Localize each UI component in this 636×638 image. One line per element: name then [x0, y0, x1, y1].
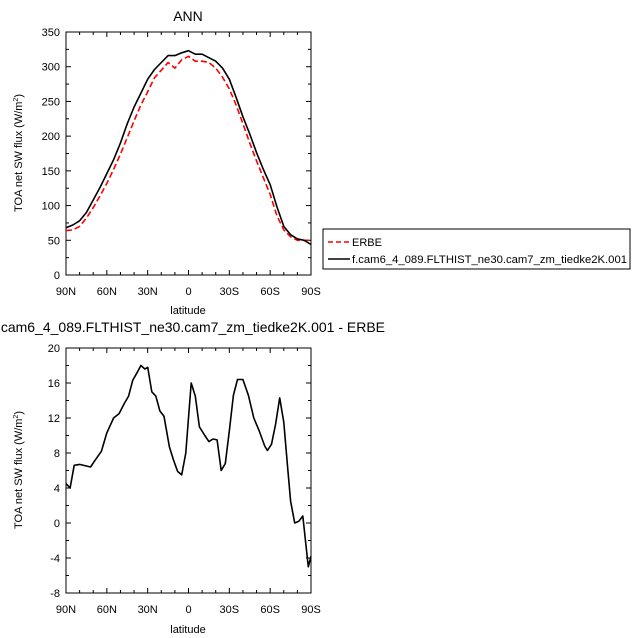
bottom-y-axis-label-main: TOA net SW flux (W/m: [13, 419, 25, 529]
top-x-tick-label: 30N: [138, 286, 158, 298]
bottom-panel: f.cam6_4_089.FLTHIST_ne30.cam7_zm_tiedke…: [0, 319, 385, 636]
bottom-x-ticks: 90N 60N 30N 0 30S 60S 90S: [56, 348, 321, 616]
top-plot-frame: [65, 31, 312, 276]
top-y-tick-label: 200: [42, 131, 60, 143]
bottom-y-axis-label-sup: 2: [13, 415, 20, 419]
bottom-y-axis-label-end: ): [13, 411, 25, 415]
top-x-tick-label: 60S: [260, 286, 280, 298]
bottom-y-tick-label: 20: [48, 343, 60, 355]
top-x-tick-label: 30S: [220, 286, 240, 298]
bottom-chart-title: f.cam6_4_089.FLTHIST_ne30.cam7_zm_tiedke…: [0, 319, 385, 335]
bottom-x-tick-label: 60S: [260, 604, 280, 616]
legend-box: [322, 228, 631, 270]
top-series-lines: [65, 49, 312, 246]
top-y-tick-label: 250: [42, 96, 60, 108]
top-x-tick-label: 0: [185, 286, 191, 298]
bottom-y-tick-label: 12: [48, 413, 60, 425]
top-series-f-cam6-4-089-flthist-ne30-cam7-zm-tiedke2k-001: [65, 49, 312, 246]
top-x-tick-label: 60N: [97, 286, 117, 298]
legend-model-label: f.cam6_4_089.FLTHIST_ne30.cam7_zm_tiedke…: [352, 254, 627, 266]
bottom-x-tick-label: 30S: [220, 604, 240, 616]
legend: ERBE f.cam6_4_089.FLTHIST_ne30.cam7_zm_t…: [322, 228, 631, 270]
bottom-x-tick-label: 90N: [56, 604, 76, 616]
top-y-tick-label: 150: [42, 166, 60, 178]
top-y-tick-label: 50: [48, 235, 60, 247]
top-y-axis-label-end: ): [13, 94, 25, 98]
bottom-plot-frame: [65, 347, 312, 594]
bottom-y-tick-label: 8: [54, 448, 60, 460]
top-series-erbe: [65, 55, 311, 242]
bottom-x-tick-label: 90S: [301, 604, 321, 616]
top-x-tick-label: 90S: [301, 286, 321, 298]
top-y-axis-label-main: TOA net SW flux (W/m: [13, 102, 25, 212]
top-y-axis-label: TOA net SW flux (W/m2): [13, 94, 25, 212]
legend-erbe-label: ERBE: [352, 237, 382, 249]
bottom-y-tick-label: 4: [54, 483, 60, 495]
bottom-x-axis-label: latitude: [170, 624, 205, 636]
top-y-tick-label: 0: [54, 270, 60, 282]
top-y-tick-label: 350: [42, 27, 60, 39]
bottom-series-difference: [65, 364, 312, 568]
bottom-y-tick-label: 0: [54, 518, 60, 530]
bottom-y-tick-label: -8: [50, 588, 60, 600]
bottom-x-tick-label: 60N: [97, 604, 117, 616]
bottom-y-ticks: -8 -4 0 4 8 12 16 20: [48, 343, 311, 600]
bottom-y-tick-label: -4: [50, 553, 60, 565]
top-x-ticks: 90N 60N 30N 0 30S 60S 90S: [56, 32, 321, 298]
top-y-axis-label-sup: 2: [13, 98, 20, 102]
top-panel: ANN 0 50 100 150 200 250 300 350 90N 60N 30N 0 30S 6…: [13, 8, 321, 317]
top-x-tick-label: 90N: [56, 286, 76, 298]
bottom-y-axis-label: TOA net SW flux (W/m2): [13, 411, 25, 529]
top-y-ticks: 0 50 100 150 200 250 300 350: [42, 27, 311, 282]
top-y-tick-label: 100: [42, 201, 60, 213]
bottom-y-tick-label: 16: [48, 378, 60, 390]
bottom-x-tick-label: 30N: [138, 604, 158, 616]
top-y-tick-label: 300: [42, 62, 60, 74]
top-chart-title: ANN: [173, 8, 203, 24]
bottom-series-lines: [65, 364, 312, 568]
bottom-x-tick-label: 0: [185, 604, 191, 616]
top-x-axis-label: latitude: [170, 305, 205, 317]
